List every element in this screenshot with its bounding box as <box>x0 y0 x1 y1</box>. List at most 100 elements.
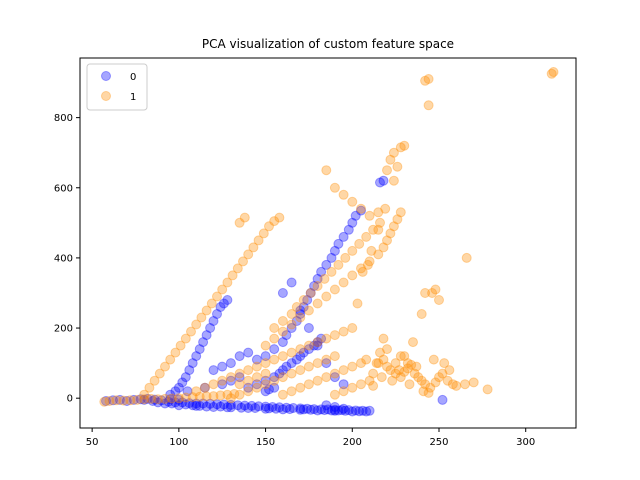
data-point-series-0 <box>302 403 313 414</box>
data-point-series-0 <box>101 396 111 406</box>
data-point-series-1 <box>402 358 413 369</box>
data-point-series-1 <box>321 333 332 344</box>
data-point-series-1 <box>368 380 379 391</box>
data-point-series-0 <box>319 405 330 416</box>
data-point-series-1 <box>253 235 264 246</box>
data-point-series-1 <box>378 354 389 365</box>
data-point-series-0 <box>277 365 288 376</box>
data-point-series-0 <box>305 404 316 415</box>
data-point-series-1 <box>321 354 332 365</box>
data-point-series-0 <box>316 266 327 277</box>
data-point-series-1 <box>427 288 438 298</box>
data-point-series-0 <box>316 404 327 415</box>
data-point-series-0 <box>286 358 297 369</box>
data-point-series-1 <box>420 379 431 390</box>
data-point-series-0 <box>121 396 132 406</box>
data-point-series-1 <box>160 393 170 404</box>
data-point-series-0 <box>239 400 250 411</box>
data-point-series-0 <box>215 401 226 412</box>
y-tick-label: 0 <box>67 394 73 405</box>
data-point-series-0 <box>153 397 163 408</box>
x-tick-label: 150 <box>256 437 275 448</box>
data-point-series-0 <box>338 231 349 242</box>
data-point-series-1 <box>347 382 358 393</box>
data-point-series-1 <box>217 375 228 386</box>
data-point-series-0 <box>329 245 340 256</box>
data-point-series-1 <box>361 231 372 242</box>
data-point-series-1 <box>373 249 384 260</box>
data-point-series-1 <box>329 389 340 400</box>
data-point-series-1 <box>418 386 429 397</box>
data-point-series-0 <box>191 351 202 362</box>
data-point-series-0 <box>350 405 361 416</box>
data-point-series-1 <box>191 386 202 397</box>
data-point-series-1 <box>434 372 444 383</box>
data-point-series-1 <box>373 224 384 235</box>
data-point-series-0 <box>222 402 233 413</box>
data-point-series-1 <box>423 100 434 111</box>
data-point-series-1 <box>406 359 417 370</box>
data-point-series-0 <box>201 330 212 341</box>
data-point-series-1 <box>274 212 285 223</box>
data-point-series-0 <box>187 358 198 369</box>
data-point-series-0 <box>343 405 354 416</box>
data-point-series-0 <box>147 396 158 406</box>
data-point-series-1 <box>373 207 384 218</box>
data-point-series-1 <box>321 372 332 383</box>
data-point-series-0 <box>260 403 271 414</box>
data-point-series-1 <box>347 323 358 333</box>
data-point-series-0 <box>336 405 347 416</box>
data-point-series-0 <box>264 403 274 414</box>
data-point-series-0 <box>199 382 210 393</box>
data-point-series-1 <box>187 392 198 403</box>
data-point-series-1 <box>482 384 493 395</box>
data-point-series-1 <box>385 154 396 165</box>
axes-frame <box>79 57 577 429</box>
data-point-series-0 <box>180 399 191 410</box>
data-point-series-1 <box>347 270 358 281</box>
data-point-series-0 <box>281 402 292 413</box>
data-point-series-0 <box>191 398 202 409</box>
data-point-series-0 <box>354 406 365 417</box>
data-point-series-1 <box>388 221 399 232</box>
data-point-series-1 <box>442 375 453 386</box>
data-point-series-0 <box>312 337 323 348</box>
data-point-series-1 <box>356 379 366 390</box>
data-point-series-0 <box>271 403 281 414</box>
data-point-series-1 <box>375 347 385 358</box>
data-point-series-1 <box>222 389 233 400</box>
data-point-series-1 <box>385 365 396 376</box>
data-point-series-0 <box>251 354 262 365</box>
data-point-series-1 <box>139 394 150 405</box>
data-point-series-1 <box>186 326 196 337</box>
data-point-series-0 <box>208 402 219 412</box>
data-point-series-1 <box>277 316 288 326</box>
data-point-series-1 <box>201 391 212 402</box>
data-point-series-1 <box>385 228 396 239</box>
data-point-series-1 <box>201 305 212 316</box>
data-point-series-1 <box>206 298 217 309</box>
data-point-series-1 <box>295 365 306 376</box>
data-point-series-0 <box>281 330 292 341</box>
data-point-series-1 <box>394 365 405 376</box>
data-point-series-0 <box>309 340 320 351</box>
data-point-series-0 <box>260 351 271 362</box>
data-point-series-1 <box>321 165 332 176</box>
data-point-series-1 <box>118 395 129 406</box>
data-point-series-0 <box>333 405 344 416</box>
y-tick-label: 600 <box>54 183 73 194</box>
data-point-series-1 <box>382 361 392 372</box>
data-point-series-1 <box>329 330 340 341</box>
data-point-series-0 <box>329 404 340 415</box>
data-point-series-1 <box>408 337 418 348</box>
data-point-series-1 <box>295 382 306 393</box>
data-point-series-1 <box>321 291 332 302</box>
x-tick-label: 250 <box>429 437 448 448</box>
data-point-series-1 <box>144 382 155 393</box>
data-point-series-1 <box>243 365 254 376</box>
data-point-series-1 <box>420 288 431 298</box>
data-point-series-1 <box>399 366 410 377</box>
data-point-series-0 <box>269 372 280 383</box>
data-point-series-0 <box>198 398 209 409</box>
